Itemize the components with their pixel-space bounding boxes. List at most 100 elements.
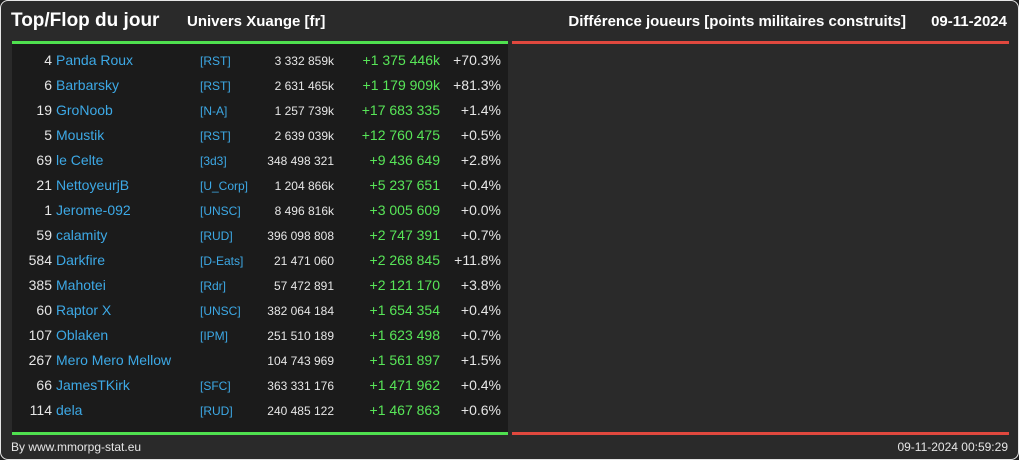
percent-change: +11.8% xyxy=(454,252,501,268)
player-points: 2 639 039k xyxy=(274,129,334,143)
table-row: 60 Raptor X [UNSC] 382 064 184 +1 654 354 +0.… xyxy=(12,298,508,323)
points-difference: +1 654 354 xyxy=(369,302,440,318)
universe-label: Univers Xuange [fr] xyxy=(187,13,326,30)
percent-change: +70.3% xyxy=(453,52,501,68)
player-points: 8 496 816k xyxy=(274,204,334,218)
player-points: 57 472 891 xyxy=(273,279,334,293)
table-row: 1 Jerome-092 [UNSC] 8 496 816k +3 005 609 +0.… xyxy=(12,198,508,223)
player-rank: 4 xyxy=(44,52,52,68)
alliance-tag-link[interactable]: [RST] xyxy=(200,79,231,93)
percent-change: +0.4% xyxy=(460,377,501,393)
table-row: 6 Barbarsky [RST] 2 631 465k +1 179 909k +81.… xyxy=(12,73,508,98)
percent-change: +0.7% xyxy=(460,327,501,343)
points-difference: +5 237 651 xyxy=(369,177,440,193)
player-rank: 19 xyxy=(36,102,52,118)
player-name-link[interactable]: Mero Mero Mellow xyxy=(56,352,172,368)
player-name-link[interactable]: Panda Roux xyxy=(56,52,134,68)
points-difference: +2 121 170 xyxy=(369,277,440,293)
player-name-link[interactable]: dela xyxy=(56,402,83,418)
percent-change: +0.4% xyxy=(460,302,501,318)
player-points: 251 510 189 xyxy=(267,329,334,343)
player-rank: 60 xyxy=(36,302,52,318)
alliance-tag-link[interactable]: [RST] xyxy=(200,54,231,68)
table-row: 59 calamity [RUD] 396 098 808 +2 747 391 +0.7… xyxy=(12,223,508,248)
alliance-tag-link[interactable]: [RST] xyxy=(200,129,231,143)
player-points: 104 743 969 xyxy=(267,354,334,368)
points-difference: +1 179 909k xyxy=(362,77,440,93)
generated-timestamp: 09-11-2024 00:59:29 xyxy=(897,440,1008,454)
player-name-link[interactable]: Barbarsky xyxy=(56,77,120,93)
alliance-tag-link[interactable]: [D-Eats] xyxy=(200,254,244,268)
player-name-link[interactable]: JamesTKirk xyxy=(56,377,130,393)
player-points: 396 098 808 xyxy=(267,229,334,243)
player-rank: 6 xyxy=(44,77,52,93)
table-row: 4 Panda Roux [RST] 3 332 859k +1 375 446k +70… xyxy=(12,48,508,73)
metric-label: Différence joueurs [points militaires co… xyxy=(568,13,906,30)
page-title: Top/Flop du jour xyxy=(11,10,160,31)
percent-change: +1.4% xyxy=(460,102,501,118)
player-points: 1 204 866k xyxy=(274,179,334,193)
player-name-link[interactable]: NettoyeurjB xyxy=(56,177,130,193)
alliance-tag-link[interactable]: [U_Corp] xyxy=(200,179,249,193)
points-difference: +3 005 609 xyxy=(369,202,440,218)
header-date: 09-11-2024 xyxy=(931,13,1007,30)
player-name-link[interactable]: GroNoob xyxy=(56,102,113,118)
player-rank: 59 xyxy=(36,227,52,243)
player-points: 348 498 321 xyxy=(267,154,334,168)
percent-change: +1.5% xyxy=(460,352,501,368)
alliance-tag-link[interactable]: [N-A] xyxy=(200,104,228,118)
player-rank: 5 xyxy=(44,127,52,143)
table-row: 5 Moustik [RST] 2 639 039k +12 760 475 +0.5% xyxy=(12,123,508,148)
player-name-link[interactable]: Darkfire xyxy=(56,252,106,268)
table-row: 107 Oblaken [IPM] 251 510 189 +1 623 498 +0.7… xyxy=(12,323,508,348)
player-points: 2 631 465k xyxy=(274,79,334,93)
points-difference: +1 467 863 xyxy=(369,402,440,418)
points-difference: +17 683 335 xyxy=(361,102,440,118)
player-name-link[interactable]: Oblaken xyxy=(56,327,109,343)
alliance-tag-link[interactable]: [UNSC] xyxy=(200,304,241,318)
player-rank: 66 xyxy=(36,377,52,393)
percent-change: +0.6% xyxy=(460,402,501,418)
player-rank: 385 xyxy=(28,277,52,293)
alliance-tag-link[interactable]: [3d3] xyxy=(200,154,227,168)
player-points: 382 064 184 xyxy=(267,304,334,318)
player-name-link[interactable]: le Celte xyxy=(56,152,104,168)
player-rank: 114 xyxy=(29,402,52,418)
percent-change: +81.3% xyxy=(453,77,501,93)
player-rank: 267 xyxy=(28,352,52,368)
player-rank: 1 xyxy=(44,202,52,218)
alliance-tag-link[interactable]: [RUD] xyxy=(200,229,233,243)
player-name-link[interactable]: Moustik xyxy=(56,127,105,143)
points-difference: +9 436 649 xyxy=(369,152,440,168)
player-points: 240 485 122 xyxy=(267,404,334,418)
alliance-tag-link[interactable]: [Rdr] xyxy=(200,279,227,293)
points-difference: +2 747 391 xyxy=(369,227,440,243)
player-rank: 584 xyxy=(28,252,52,268)
player-points: 21 471 060 xyxy=(273,254,334,268)
player-name-link[interactable]: Raptor X xyxy=(56,302,112,318)
player-name-link[interactable]: calamity xyxy=(56,227,108,243)
points-difference: +12 760 475 xyxy=(361,127,440,143)
player-name-link[interactable]: Mahotei xyxy=(56,277,106,293)
points-difference: +1 561 897 xyxy=(369,352,440,368)
alliance-tag-link[interactable]: [RUD] xyxy=(200,404,233,418)
table-row: 584 Darkfire [D-Eats] 21 471 060 +2 268 845 +… xyxy=(12,248,508,273)
player-rank: 69 xyxy=(36,152,52,168)
table-row: 114 dela [RUD] 240 485 122 +1 467 863 +0.6% xyxy=(12,398,508,423)
table-row: 66 JamesTKirk [SFC] 363 331 176 +1 471 962 +0… xyxy=(12,373,508,398)
player-name-link[interactable]: Jerome-092 xyxy=(56,202,131,218)
top-players-panel: 4 Panda Roux [RST] 3 332 859k +1 375 446k +70… xyxy=(12,41,508,435)
alliance-tag-link[interactable]: [UNSC] xyxy=(200,204,241,218)
player-points: 363 331 176 xyxy=(267,379,334,393)
percent-change: +0.7% xyxy=(460,227,501,243)
alliance-tag-link[interactable]: [IPM] xyxy=(200,329,229,343)
percent-change: +3.8% xyxy=(460,277,501,293)
points-difference: +1 471 962 xyxy=(369,377,440,393)
player-rank: 107 xyxy=(28,327,52,343)
site-credit: By www.mmorpg-stat.eu xyxy=(11,440,142,454)
alliance-tag-link[interactable]: [SFC] xyxy=(200,379,231,393)
table-row: 267 Mero Mero Mellow 104 743 969 +1 561 897… xyxy=(12,348,508,373)
table-row: 19 GroNoob [N-A] 1 257 739k +17 683 335 +1.4% xyxy=(12,98,508,123)
percent-change: +0.0% xyxy=(460,202,501,218)
points-difference: +1 375 446k xyxy=(362,52,440,68)
